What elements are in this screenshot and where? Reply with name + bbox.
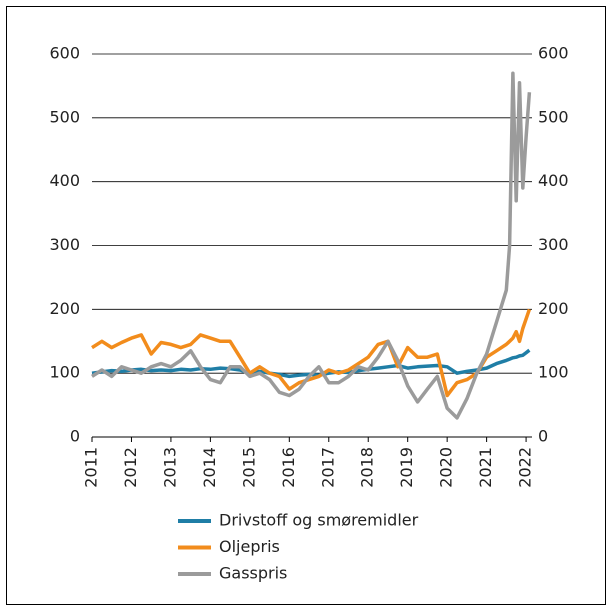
x-tick-label: 2019 — [397, 447, 416, 488]
y-tick-label: 400 — [49, 171, 80, 190]
series-line — [91, 71, 532, 420]
y-tick-label: 500 — [49, 107, 80, 126]
y2-tick-label: 0 — [538, 427, 548, 446]
y2-tick-label: 300 — [538, 235, 569, 254]
y-tick-label: 300 — [49, 235, 80, 254]
x-tick-label: 2015 — [239, 447, 258, 488]
legend-label: Drivstoff og smøremidler — [219, 511, 419, 530]
y2-tick-label: 100 — [538, 363, 569, 382]
series-line — [91, 308, 532, 398]
x-tick-label: 2011 — [82, 447, 101, 488]
legend-label: Gasspris — [219, 564, 287, 583]
x-tick-label: 2020 — [437, 447, 456, 488]
y-tick-label: 0 — [70, 427, 80, 446]
x-tick-label: 2014 — [200, 447, 219, 488]
y-tick-label: 200 — [49, 299, 80, 318]
x-tick-label: 2017 — [318, 447, 337, 488]
x-tick-label: 2022 — [516, 447, 535, 488]
x-tick-label: 2021 — [476, 447, 495, 488]
y-tick-label: 100 — [49, 363, 80, 382]
frame — [6, 6, 606, 605]
x-tick-label: 2013 — [160, 447, 179, 488]
legend-label: Oljepris — [219, 537, 280, 556]
y2-tick-label: 500 — [538, 107, 569, 126]
x-tick-label: 2018 — [358, 447, 377, 488]
y2-tick-label: 600 — [538, 44, 569, 63]
y-tick-label: 600 — [49, 44, 80, 63]
x-tick-label: 2016 — [279, 447, 298, 488]
x-tick-label: 2012 — [121, 447, 140, 488]
y2-tick-label: 200 — [538, 299, 569, 318]
y2-tick-label: 400 — [538, 171, 569, 190]
